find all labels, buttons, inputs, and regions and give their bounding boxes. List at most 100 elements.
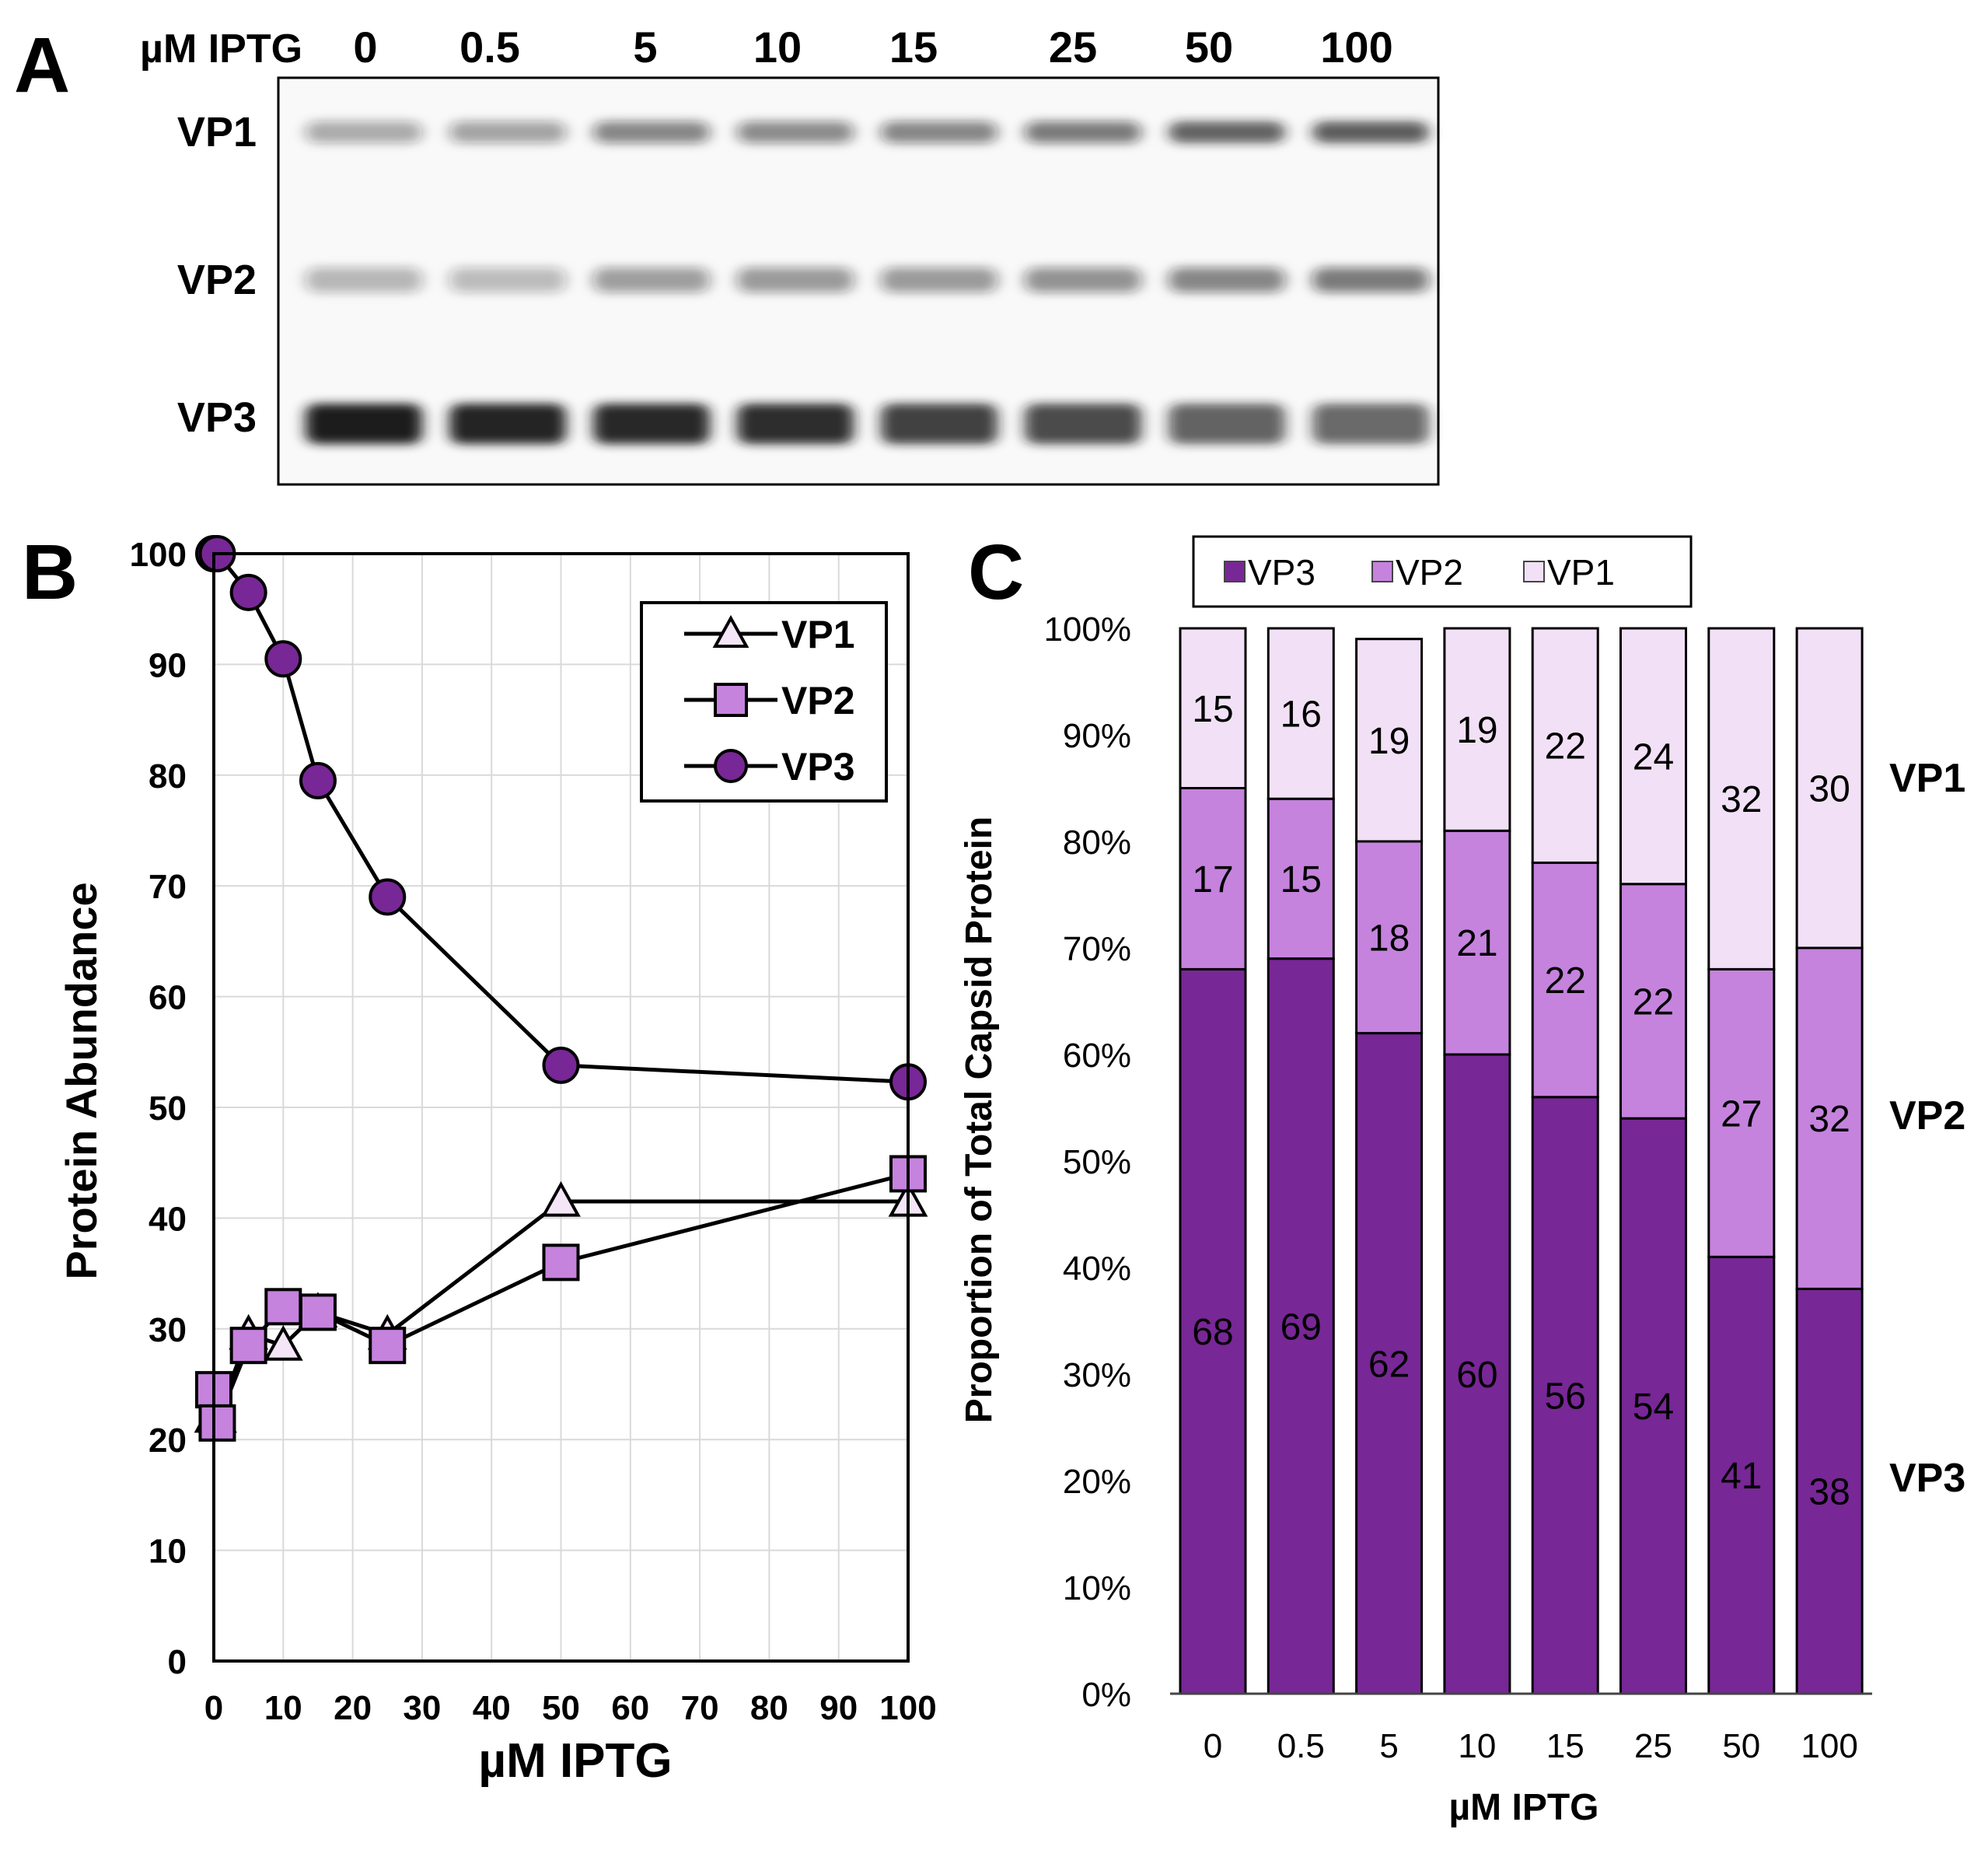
c-y-tick-label: 100% xyxy=(1043,610,1131,649)
b-x-tick-label: 20 xyxy=(334,1689,372,1727)
gel-lane-label: 15 xyxy=(889,23,938,72)
b-x-tick-label: 100 xyxy=(879,1689,936,1727)
c-y-tick-label: 70% xyxy=(1063,930,1131,968)
c-bar-segment-vp3 xyxy=(1443,1053,1511,1695)
gel-band-vp1 xyxy=(881,121,997,143)
b-y-tick-label: 70 xyxy=(148,868,187,906)
b-marker-vp2 xyxy=(299,1293,337,1331)
c-bar-value-label: 18 xyxy=(1368,918,1410,959)
c-bar-value-label: 22 xyxy=(1545,726,1586,768)
b-legend-marker-vp1 xyxy=(712,614,749,648)
c-right-label: VP1 xyxy=(1889,756,1965,801)
gel-band-labels: VP1 VP2 VP3 xyxy=(177,109,257,441)
b-y-tick-label: 0 xyxy=(168,1643,187,1681)
c-bar-segment-vp2 xyxy=(1179,787,1247,970)
gel-band-label: VP2 xyxy=(177,257,257,303)
gel-band-vp1 xyxy=(306,121,422,143)
gel-band-vp3 xyxy=(306,404,422,444)
gel-band-vp3 xyxy=(1312,404,1429,444)
b-x-tick-label: 50 xyxy=(542,1689,580,1727)
c-bar-value-label: 56 xyxy=(1545,1376,1586,1417)
c-y-tick-label: 10% xyxy=(1063,1569,1131,1607)
b-legend-label: VP3 xyxy=(781,745,855,789)
panel-b-line-chart: B 0 10 20 30 40 50 60 70 80 90 100 0 10 20 30 40 50 60 70 8… xyxy=(22,529,937,1788)
c-y-tick-label: 40% xyxy=(1063,1250,1131,1288)
gel-band-vp2 xyxy=(1025,268,1141,292)
c-bar-segment-vp1 xyxy=(1179,627,1247,789)
c-x-axis-title: µM IPTG xyxy=(1449,1787,1599,1828)
c-y-tick-label: 30% xyxy=(1063,1356,1131,1394)
c-legend-swatch-vp1 xyxy=(1523,561,1545,582)
gel-lane-label: 50 xyxy=(1185,23,1233,72)
b-marker-vp1 xyxy=(263,1325,303,1361)
b-marker-vp3 xyxy=(369,878,407,916)
gel-band-label: VP1 xyxy=(177,109,257,156)
c-legend-swatch-vp3 xyxy=(1224,561,1246,582)
c-bar-value-label: 22 xyxy=(1633,982,1674,1023)
b-marker-vp2 xyxy=(542,1243,580,1282)
gel-band-vp1 xyxy=(1312,121,1429,143)
c-bar-segment-vp1 xyxy=(1443,627,1511,832)
b-marker-vp2 xyxy=(264,1288,302,1326)
c-bar-segment-vp2 xyxy=(1795,946,1864,1290)
c-y-tick-label: 50% xyxy=(1063,1143,1131,1181)
c-legend-label: VP2 xyxy=(1396,552,1463,593)
gel-band-vp2 xyxy=(1312,268,1429,292)
c-bar-segment-vp2 xyxy=(1707,967,1776,1258)
gel-band-vp3 xyxy=(881,404,997,444)
panel-b-letter: B xyxy=(22,529,78,616)
c-bar-segment-vp1 xyxy=(1795,627,1864,949)
c-bar-segment-vp3 xyxy=(1355,1032,1424,1695)
b-x-axis-title: µM IPTG xyxy=(478,1734,672,1788)
b-y-tick-label: 10 xyxy=(148,1533,187,1571)
c-bar-value-label: 27 xyxy=(1721,1093,1762,1135)
gel-lane-labels: 0 0.5 5 10 15 25 50 100 xyxy=(353,23,1392,72)
panel-c-letter: C xyxy=(968,529,1024,616)
b-x-tick-label: 90 xyxy=(819,1689,858,1727)
c-bar-value-label: 22 xyxy=(1545,960,1586,1002)
gel-band-vp1 xyxy=(1169,121,1285,143)
c-bar-value-label: 38 xyxy=(1808,1472,1850,1513)
gel-band-vp3 xyxy=(737,404,854,444)
c-bar-segment-vp3 xyxy=(1795,1287,1864,1695)
c-right-labels: VP1 VP2 VP3 xyxy=(1889,756,1965,1501)
b-y-tick-label: 40 xyxy=(148,1200,187,1238)
c-bar-value-label: 21 xyxy=(1456,923,1497,964)
b-marker-vp3 xyxy=(542,1046,580,1084)
c-legend: VP3 VP2 VP1 xyxy=(1192,535,1693,608)
c-bar-value-label: 24 xyxy=(1633,736,1674,778)
c-y-tick-label: 80% xyxy=(1063,824,1131,862)
panel-a-letter: A xyxy=(14,22,70,109)
c-bar-value-label: 32 xyxy=(1808,1099,1850,1140)
gel-band-vp1 xyxy=(449,121,566,143)
gel-lane-label: 100 xyxy=(1320,23,1392,72)
b-x-tick-label: 60 xyxy=(611,1689,649,1727)
c-bar-value-label: 15 xyxy=(1280,859,1322,901)
c-legend-box xyxy=(1192,535,1693,608)
b-y-tick-label: 80 xyxy=(148,757,187,796)
b-y-axis-title: Protein Abundance xyxy=(57,882,106,1279)
c-bar-value-label: 41 xyxy=(1721,1456,1762,1497)
c-bar-value-label: 17 xyxy=(1192,859,1233,901)
c-y-tick-label: 20% xyxy=(1063,1463,1131,1501)
panel-a-gel: A µM IPTG 0 0.5 5 10 15 25 50 100 VP1 VP2 VP3 xyxy=(14,22,1440,486)
c-bar-segment-vp2 xyxy=(1267,797,1335,960)
c-bar-segment-vp3 xyxy=(1619,1117,1687,1695)
c-bar-segment-vp2 xyxy=(1355,840,1424,1035)
gel-band-vp1 xyxy=(1025,121,1141,143)
c-legend-swatch-vp2 xyxy=(1371,561,1393,582)
c-bar-value-label: 16 xyxy=(1280,694,1322,736)
gel-band-vp3 xyxy=(1169,404,1285,444)
c-bars: 68 17 15 69 15 16 62 18 19 60 21 19 56 22 22 54 22 24 41 27… xyxy=(1179,627,1864,1695)
gel-band-vp2 xyxy=(737,268,854,292)
b-marker-vp2 xyxy=(198,1404,236,1442)
c-bar-segment-vp1 xyxy=(1619,627,1687,886)
b-y-tick-label: 60 xyxy=(148,979,187,1017)
gel-lane-label: 10 xyxy=(753,23,802,72)
b-x-tick-label: 0 xyxy=(204,1689,223,1727)
gel-band-vp2 xyxy=(449,268,566,292)
b-legend-label: VP1 xyxy=(781,613,855,656)
c-x-tick-label: 0 xyxy=(1204,1727,1222,1765)
gel-lane-label: 25 xyxy=(1049,23,1097,72)
b-x-tick-label: 10 xyxy=(264,1689,302,1727)
